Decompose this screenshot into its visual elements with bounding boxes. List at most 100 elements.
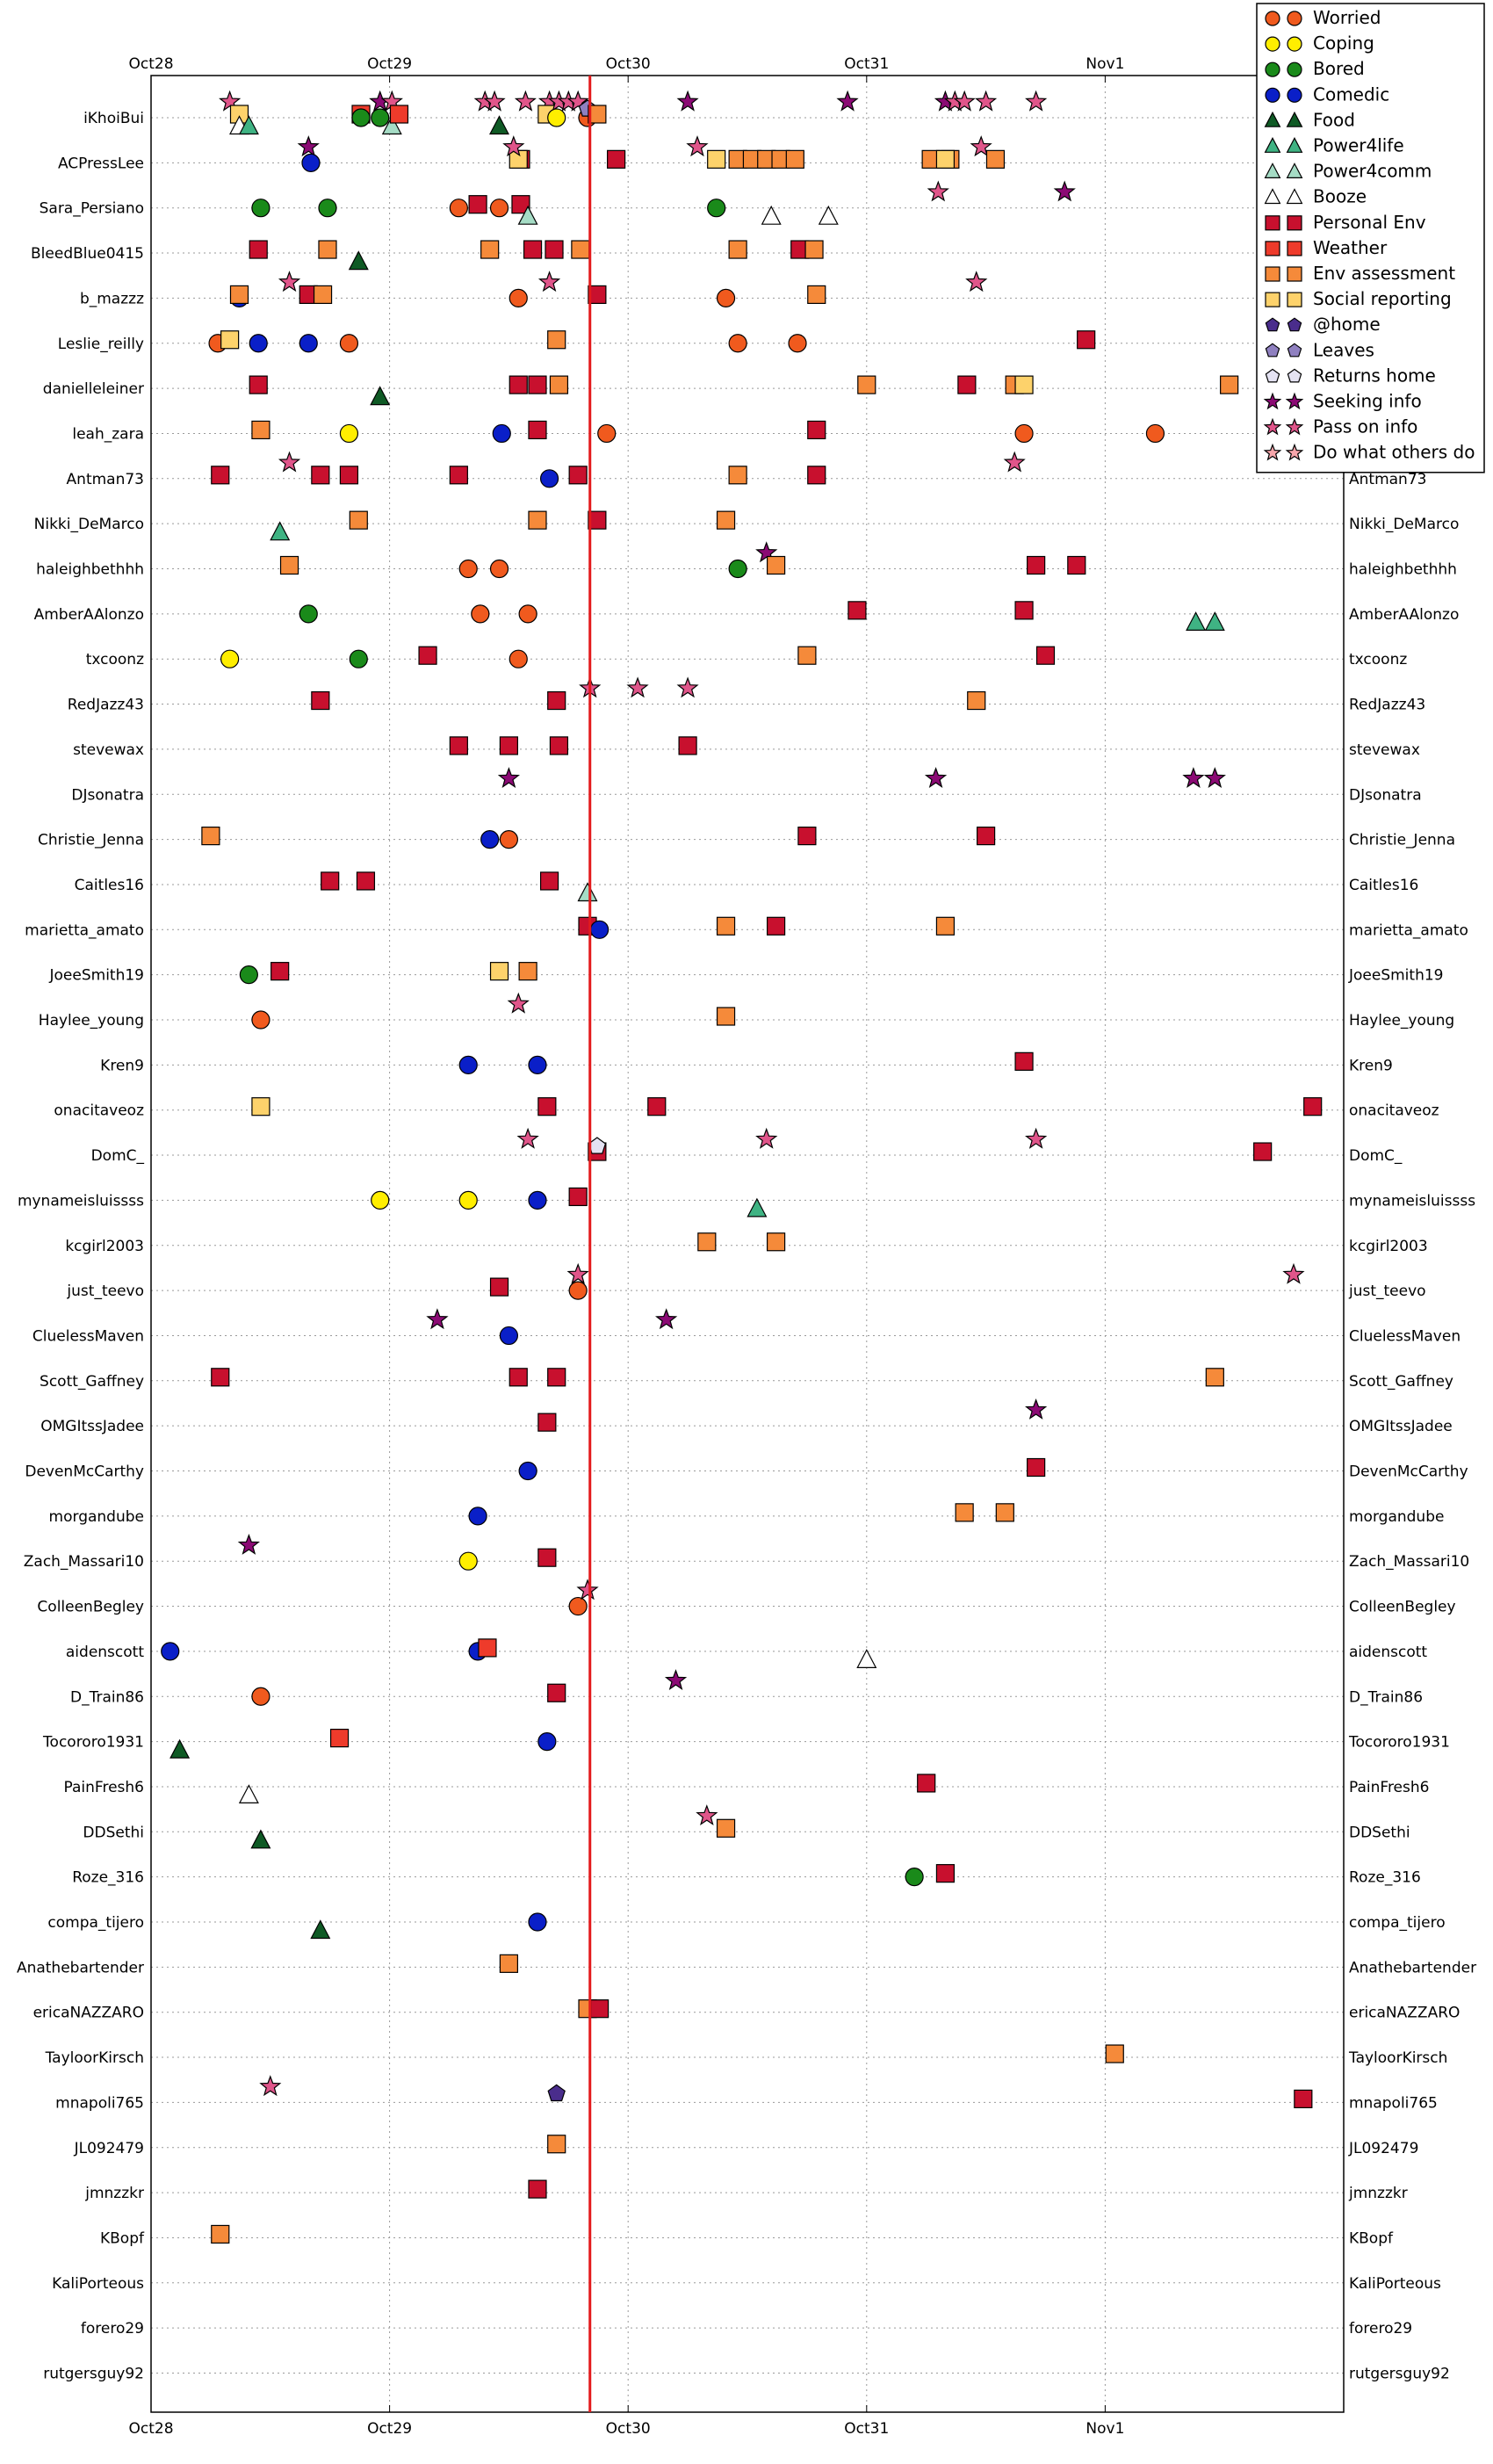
point-worried [728, 334, 747, 353]
legend-marker [1287, 317, 1302, 332]
point-personal-env [1067, 555, 1086, 575]
user-label-right: kcgirl2003 [1349, 1238, 1428, 1255]
legend-marker [1263, 417, 1282, 436]
point-pass-on-info [696, 1804, 718, 1826]
user-label-right: DJsonatra [1349, 786, 1422, 804]
point-personal-env [1294, 2089, 1313, 2108]
point-power4comm [577, 882, 598, 902]
point-pass-on-info [927, 180, 949, 202]
point-pass-on-info [1025, 1127, 1048, 1149]
user-label-left: just_teevo [66, 1283, 144, 1300]
point-bored [728, 559, 747, 579]
point-worried [568, 1596, 588, 1616]
user-label-left: PainFresh6 [64, 1779, 144, 1796]
user-label-right: OMGItssJadee [1349, 1418, 1453, 1435]
point-comedic [492, 423, 511, 444]
x-tick-label-top: Nov1 [1085, 55, 1124, 73]
point-bored [251, 199, 270, 218]
user-label-left: DevenMcCarthy [25, 1463, 144, 1481]
point-comedic [480, 829, 500, 849]
point-seeking-info [297, 135, 320, 157]
point-seeking-info [924, 767, 948, 789]
point-personal-env [528, 420, 547, 440]
point-personal-env [807, 420, 826, 440]
point-env-assessment [985, 149, 1006, 169]
point-bored [707, 199, 726, 218]
point-pass-on-info [576, 1579, 599, 1601]
user-label-left: Kren9 [100, 1057, 144, 1074]
legend-label: Food [1313, 109, 1355, 130]
user-label-left: iKhoiBui [83, 110, 144, 127]
user-label-right: haleighbethhh [1349, 561, 1457, 579]
point-env-assessment [857, 375, 876, 394]
point-pass-on-info [1003, 451, 1026, 473]
point-bored [905, 1868, 924, 1887]
point-power4life [1204, 611, 1225, 632]
user-label-right: Roze_316 [1349, 1869, 1421, 1887]
point-worried [489, 559, 509, 579]
user-label-right: just_teevo [1348, 1283, 1426, 1300]
user-label-right: Scott_Gaffney [1349, 1373, 1453, 1391]
legend-label: Coping [1313, 33, 1374, 54]
user-label-right: KBopf [1349, 2229, 1394, 2247]
point-personal-env [797, 826, 817, 846]
point-personal-env [211, 1368, 230, 1387]
user-label-left: onacitaveoz [54, 1102, 144, 1120]
user-label-right: txcoonz [1349, 651, 1407, 668]
point-env-assessment [211, 2224, 230, 2244]
point-worried [471, 604, 490, 624]
point-env-assessment [955, 1503, 974, 1522]
point-food [370, 386, 391, 406]
point-env-assessment [785, 149, 804, 169]
user-label-left: jmnzzkr [84, 2185, 144, 2202]
point-bored [349, 649, 368, 668]
point-personal-env [508, 1368, 528, 1387]
point-env-assessment [251, 420, 270, 440]
point-pass-on-info [1282, 1262, 1305, 1284]
user-label-left: ColleenBegley [37, 1599, 144, 1616]
legend-marker [1264, 163, 1281, 178]
point-pass-on-info [970, 135, 992, 157]
point-personal-env [1014, 601, 1034, 620]
point-env-assessment [571, 240, 590, 259]
legend-marker [1286, 188, 1303, 205]
point-food [250, 1829, 271, 1849]
point-food [310, 1919, 331, 1940]
legend-marker [1287, 266, 1302, 282]
legend-label: Do what others do [1313, 442, 1475, 463]
point-bored [239, 965, 258, 985]
x-tick-labels: Oct28 Oct28 Oct29 Oct29 Oct30 Oct30 Oct31 Oct31… [128, 55, 1124, 2438]
point-personal-env [588, 510, 607, 530]
user-label-right: ericaNAZZARO [1349, 2005, 1460, 2022]
user-label-right: mynameisluissss [1349, 1192, 1475, 1210]
point-env-assessment [349, 510, 368, 530]
user-label-right: ColleenBegley [1349, 1599, 1456, 1616]
point-seeking-info [836, 90, 859, 112]
point-personal-env [270, 962, 290, 981]
point-seeking-info [755, 541, 778, 563]
point-coping [547, 108, 566, 127]
point-pass-on-info [278, 271, 301, 293]
point-personal-env [1035, 646, 1056, 665]
point-env-assessment [995, 1503, 1014, 1522]
point-env-assessment [728, 240, 747, 259]
point-env-assessment [549, 375, 569, 394]
x-tick-label-top: Oct30 [606, 55, 651, 73]
user-label-right: TayloorKirsch [1348, 2049, 1447, 2067]
user-label-left: ericaNAZZARO [33, 2005, 144, 2022]
point-social-reporting [220, 330, 240, 350]
user-label-right: compa_tijero [1349, 1914, 1446, 1932]
point-env-assessment [313, 285, 333, 304]
user-label-right: marietta_amato [1349, 921, 1468, 939]
legend-marker [1265, 61, 1280, 77]
point-comedic [528, 1190, 547, 1210]
user-label-left: DomC_ [91, 1147, 145, 1165]
point-comedic [590, 920, 609, 939]
point-personal-env [537, 1097, 557, 1116]
point-env-assessment [588, 105, 607, 124]
legend-marker [1287, 343, 1302, 358]
user-label-right: aidenscott [1349, 1644, 1427, 1661]
legend-marker [1286, 111, 1303, 127]
legend-marker [1287, 241, 1302, 257]
